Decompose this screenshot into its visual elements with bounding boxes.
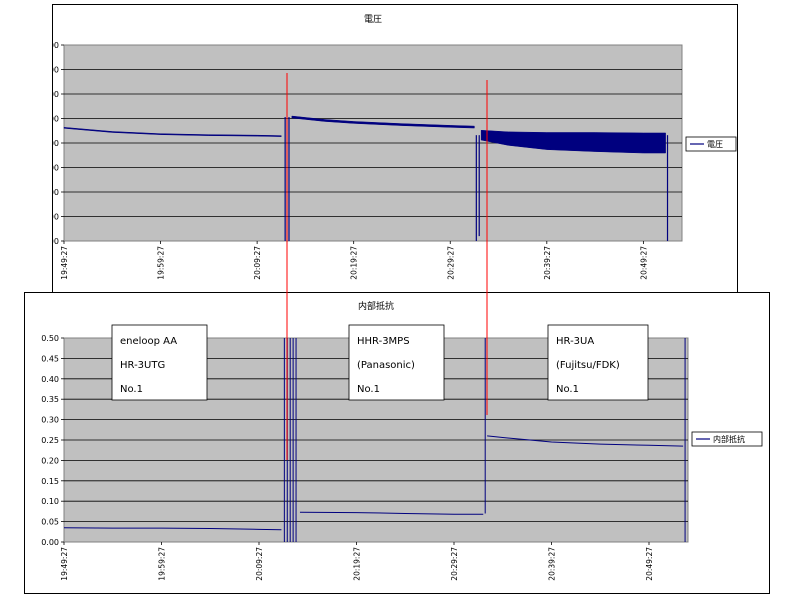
annotation-line: HR-3UTG <box>120 360 165 371</box>
x-tick-label: 19:59:27 <box>158 547 167 581</box>
annotation-line: (Fujitsu/FDK) <box>556 360 620 371</box>
annotation-line: HHR-3MPS <box>357 336 410 347</box>
chart-title: 電圧 <box>364 14 382 25</box>
x-tick-label: 20:49:27 <box>645 547 654 581</box>
y-tick-label: 0.40 <box>41 375 59 384</box>
series-band <box>63 127 282 137</box>
series-line <box>63 527 282 531</box>
resistance-chart-panel: 内部抵抗 0.50 0.45 0.40 0.35 0.30 0.25 0.20 0.15 0.10… <box>24 292 770 594</box>
y-tick-label: 0.35 <box>41 395 59 404</box>
legend-label: 内部抵抗 <box>713 434 745 444</box>
annotation-frame <box>547 324 649 401</box>
x-tick-label: 20:19:27 <box>353 547 362 581</box>
annotation-line: No.1 <box>120 384 143 395</box>
chart-title: 内部抵抗 <box>358 300 394 312</box>
annotation-line: No.1 <box>357 384 380 395</box>
resistance-chart: 内部抵抗 0.50 0.45 0.40 0.35 0.30 0.25 0.20 0.15 0.10… <box>41 300 763 581</box>
series-line <box>487 435 684 447</box>
annotation-line: (Panasonic) <box>357 360 415 371</box>
y-tick-label: 0.10 <box>41 497 59 506</box>
annotation-frame <box>111 324 208 401</box>
y-tick-label: 0.05 <box>41 518 59 527</box>
x-tick-label: 19:49:27 <box>60 547 69 581</box>
y-tick-label: 0.20 <box>41 456 59 465</box>
legend-box <box>685 136 737 152</box>
y-tick-label: 0.15 <box>41 477 59 486</box>
x-tick-label: 20:19:27 <box>350 246 359 280</box>
annotation-box: eneloop AA HR-3UTG No.1 <box>111 324 208 401</box>
y-tick-label: 0.30 <box>41 416 59 425</box>
y-tick-label: 0.00 <box>41 538 59 547</box>
x-tick-label: 20:09:27 <box>255 547 264 581</box>
x-tick-label: 20:29:27 <box>446 246 455 280</box>
x-tick-label: 19:59:27 <box>157 246 166 280</box>
series-line <box>299 511 484 515</box>
x-tick-label: 20:39:27 <box>543 246 552 280</box>
x-tick-label: 20:49:27 <box>639 246 648 280</box>
annotation-line: eneloop AA <box>120 336 177 347</box>
series-band <box>291 115 475 129</box>
x-tick-label: 19:49:27 <box>60 246 69 280</box>
series-band <box>480 129 666 154</box>
y-tick-label: 0.45 <box>41 354 59 363</box>
annotation-line: HR-3UA <box>556 336 594 347</box>
legend-label: 電圧 <box>707 140 723 149</box>
x-tick-label: 20:29:27 <box>450 547 459 581</box>
annotation-box: HHR-3MPS (Panasonic) No.1 <box>348 324 445 401</box>
y-tick-label: 0.50 <box>41 334 59 343</box>
legend-box <box>691 431 763 447</box>
annotation-box: HR-3UA (Fujitsu/FDK) No.1 <box>547 324 649 401</box>
x-tick-label: 20:39:27 <box>548 547 557 581</box>
annotation-frame <box>348 324 445 401</box>
y-tick-label: 0.25 <box>41 436 59 445</box>
annotation-line: No.1 <box>556 384 579 395</box>
x-tick-label: 20:09:27 <box>253 246 262 280</box>
